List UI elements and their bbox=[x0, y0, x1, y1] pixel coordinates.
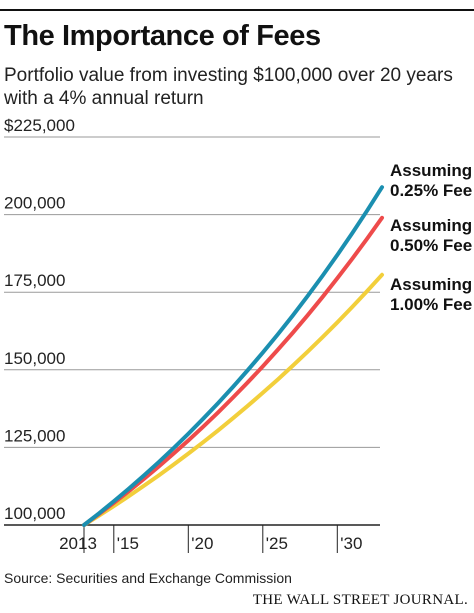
series-line-1 bbox=[82, 215, 384, 527]
chart-title: The Importance of Fees bbox=[4, 20, 321, 52]
y-tick-label: 125,000 bbox=[4, 426, 65, 445]
series-label-0: Assuming bbox=[390, 161, 472, 180]
gridlines bbox=[4, 136, 380, 448]
series-label-1: Assuming bbox=[390, 216, 472, 235]
y-tick-label: 150,000 bbox=[4, 349, 65, 368]
x-tick-label: '25 bbox=[266, 534, 288, 553]
top-rule bbox=[0, 9, 474, 11]
line-chart: 100,000 125,000 150,000 175,000 200,000 $225,… bbox=[4, 116, 472, 553]
series-line-2 bbox=[82, 272, 384, 527]
y-tick-label: $225,000 bbox=[4, 116, 75, 135]
series-label-0: 0.25% Fee bbox=[390, 181, 472, 200]
y-tick-label: 200,000 bbox=[4, 194, 65, 213]
wsj-masthead: THE WALL STREET JOURNAL. bbox=[252, 592, 468, 608]
x-tick-label: '30 bbox=[340, 534, 362, 553]
y-tick-label: 175,000 bbox=[4, 271, 65, 290]
x-tick-label: 2013 bbox=[59, 534, 97, 553]
series-lines bbox=[82, 185, 384, 527]
x-tick-label: '20 bbox=[191, 534, 213, 553]
x-tick-label: '15 bbox=[117, 534, 139, 553]
y-axis-tick-labels: 100,000 125,000 150,000 175,000 200,000 $225,… bbox=[4, 116, 75, 523]
series-line-0 bbox=[82, 185, 384, 527]
y-tick-label: 100,000 bbox=[4, 504, 65, 523]
series-label-2: Assuming bbox=[390, 275, 472, 294]
series-label-1: 0.50% Fee bbox=[390, 236, 472, 255]
chart-subtitle: Portfolio value from investing $100,000 … bbox=[4, 65, 453, 109]
x-axis: 2013 '15 '20 '25 '30 bbox=[4, 524, 380, 553]
source-note: Source: Securities and Exchange Commissi… bbox=[4, 570, 292, 586]
series-label-2: 1.00% Fee bbox=[390, 295, 472, 314]
